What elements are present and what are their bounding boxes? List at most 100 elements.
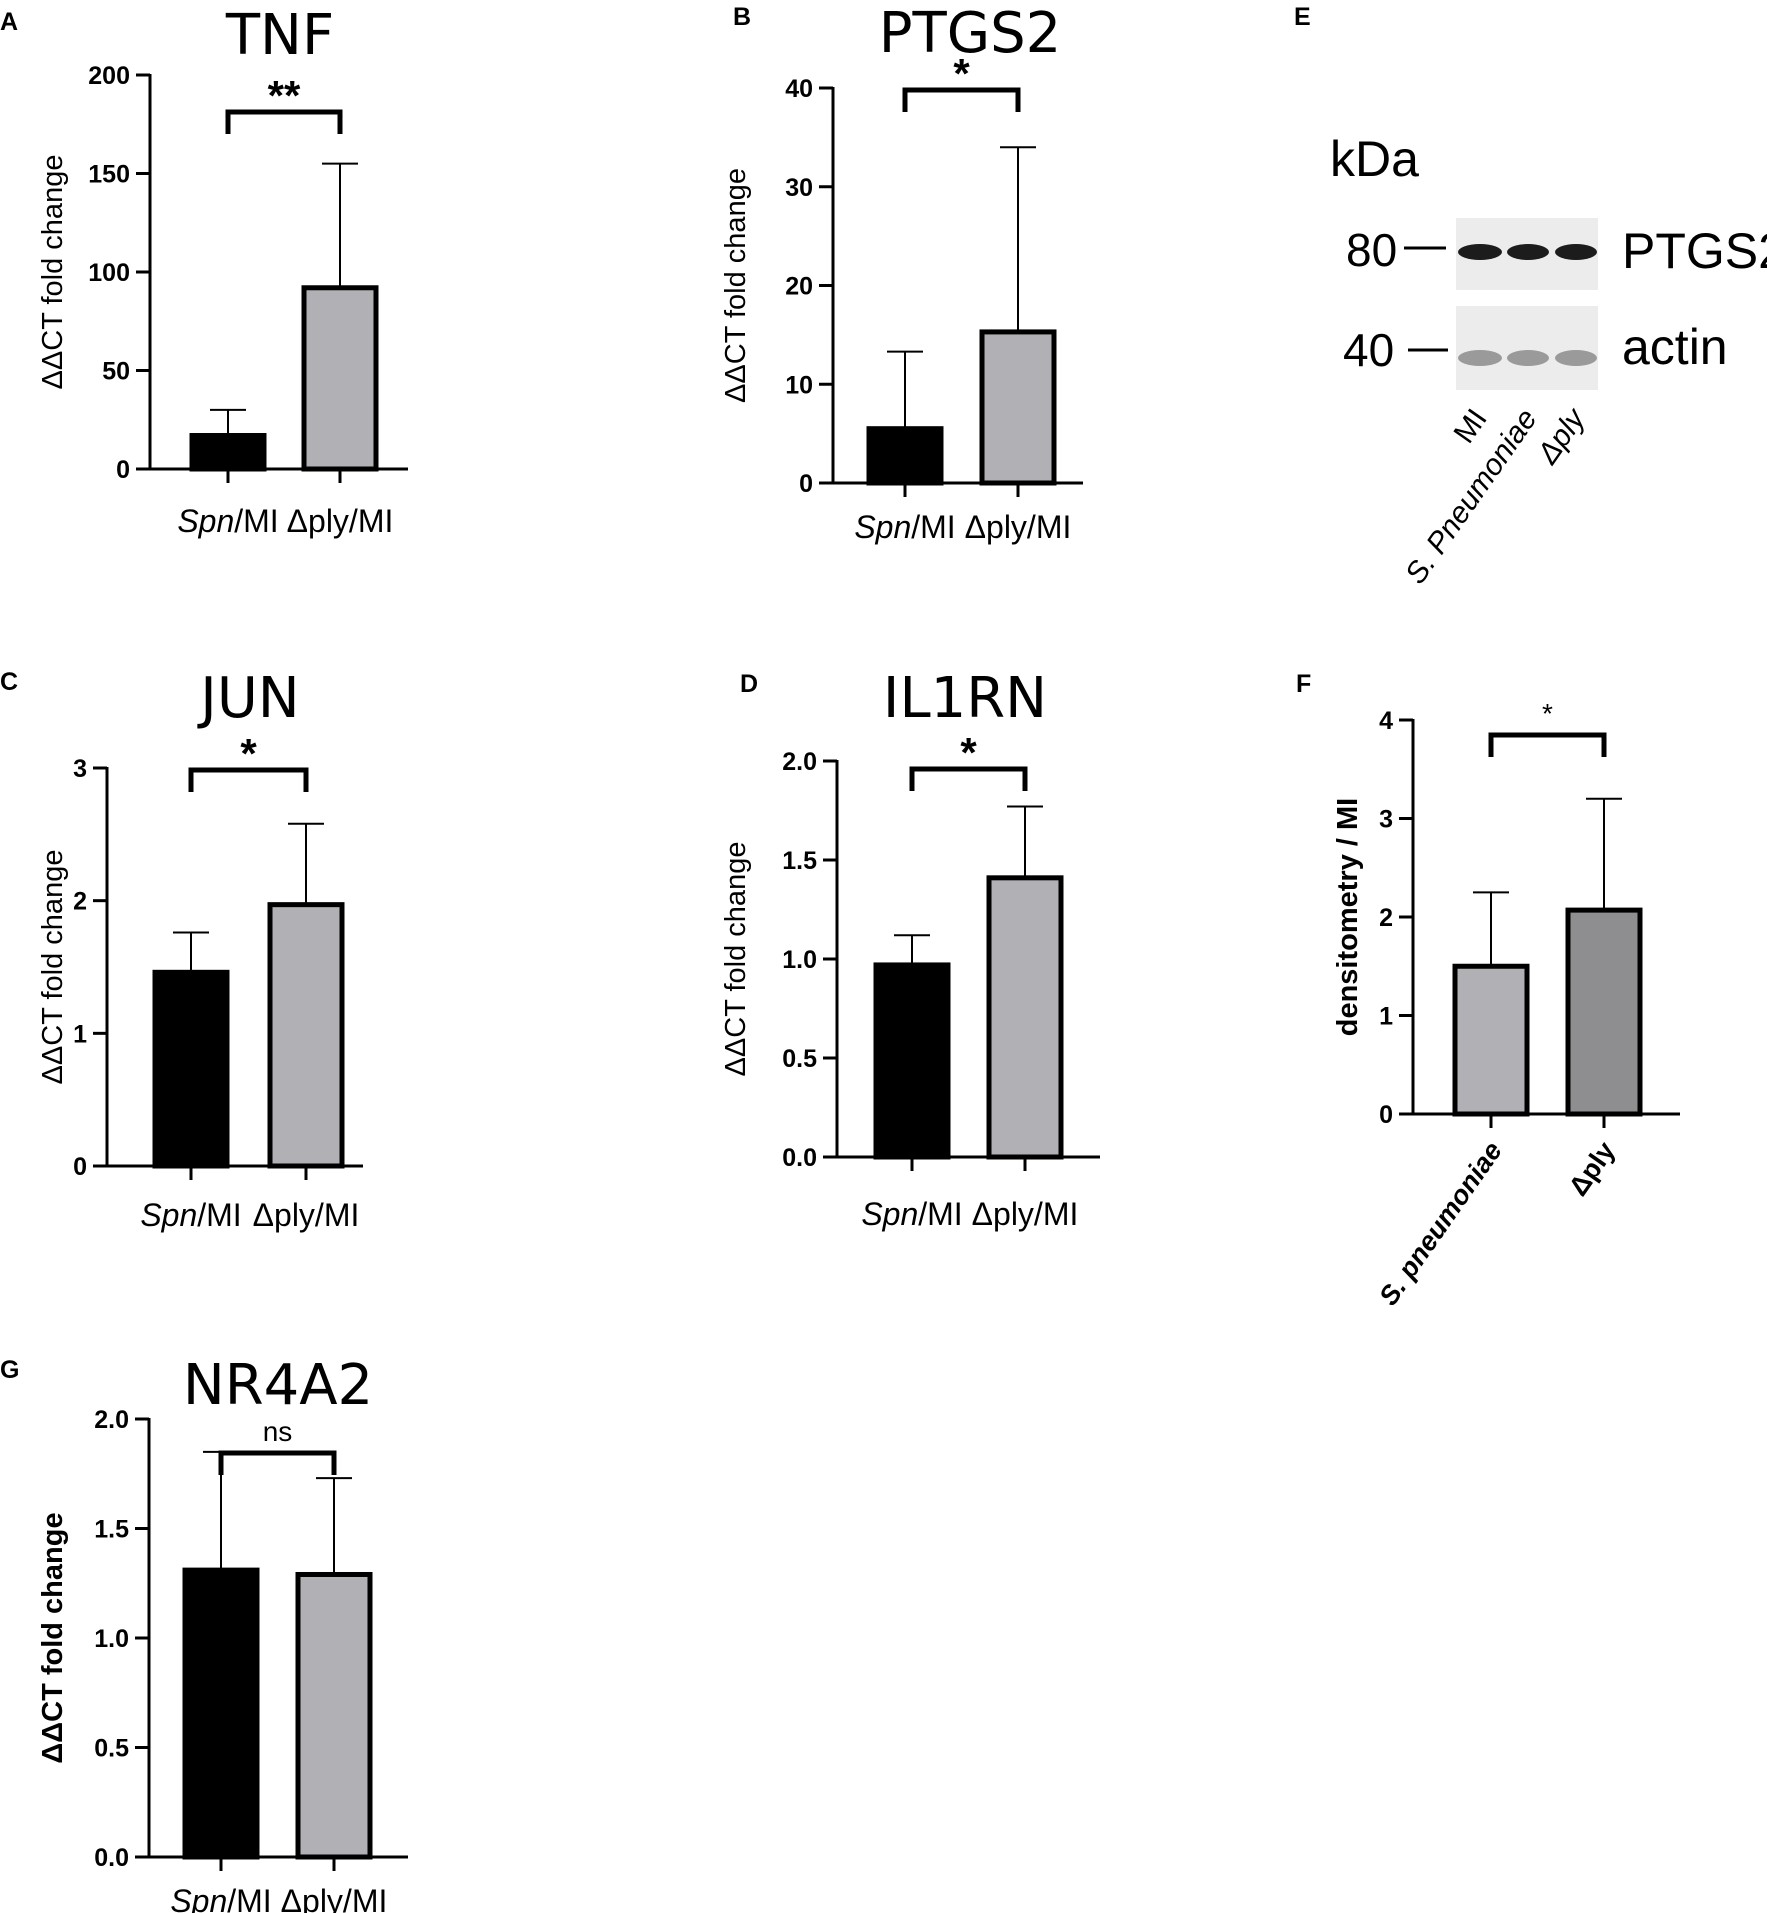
panel-c-y-tick-label: 2 [73, 888, 87, 916]
panel-f-y-tick-label: 1 [1379, 1003, 1393, 1031]
panel-b-letter: B [733, 3, 751, 31]
blot-marker-80: 80 [1346, 224, 1397, 276]
panel-d-chart: D IL1RN ΔΔCT fold change 0.0 0.5 1.0 1.5 2.0 Spn… [720, 666, 1100, 1232]
panel-g-category-label-2: Δply/MI [281, 1883, 388, 1913]
blot-kda-header: kDa [1330, 131, 1419, 187]
panel-c-chart: C JUN ΔΔCT fold change 0 1 2 3 Spn/MI Δply/MI * [0, 666, 363, 1233]
panel-g-y-tick-label: 0.5 [94, 1735, 129, 1763]
panel-c-title: JUN [197, 666, 299, 731]
panel-letter-e: E [1294, 3, 1311, 31]
panel-d-significance-label: * [960, 729, 977, 776]
panel-b-category-label-2: Δply/MI [965, 509, 1072, 545]
panel-c-y-tick-label: 1 [73, 1020, 87, 1048]
panel-a-y-axis-label: ΔΔCT fold change [37, 155, 69, 390]
panel-a-title: TNF [225, 3, 334, 68]
panel-c-category-label-1: Spn/MI [140, 1197, 241, 1233]
panel-d-y-tick-label: 1.5 [782, 847, 817, 875]
panel-c-bar-1 [152, 969, 230, 1169]
panel-d-y-tick-label: 2.0 [782, 748, 817, 776]
panel-g-y-tick-label: 1.5 [94, 1516, 129, 1544]
blot-band-ptgs2-spn [1507, 244, 1549, 260]
panel-a-significance-bracket [225, 109, 343, 134]
panel-c-significance-label: * [240, 730, 257, 777]
panel-e-western-blot: E kDa 80 40 PTGS2 actin MI S. Pneumoniae… [1294, 3, 1767, 590]
panel-b-y-tick-label: 0 [799, 470, 813, 498]
panel-c-y-tick-label: 3 [73, 755, 87, 783]
panel-f-significance-label: * [1542, 698, 1553, 729]
panel-b-category-label-1: Spn/MI [854, 509, 955, 545]
panel-a-category-label-1: Spn/MI [177, 503, 278, 539]
panel-d-category-label-1: Spn/MI [861, 1196, 962, 1232]
panel-b-y-axis-label: ΔΔCT fold change [720, 168, 752, 403]
panel-c-category-label-2: Δply/MI [253, 1197, 360, 1233]
blot-label-ptgs2: PTGS2 [1622, 223, 1767, 279]
blot-band-actin-dply [1555, 350, 1597, 366]
panel-b-significance-bracket [902, 87, 1021, 112]
panel-c-bar-2 [267, 902, 345, 1169]
panel-c-y-tick-label: 0 [73, 1153, 87, 1181]
panel-a-y-tick-label: 100 [88, 259, 130, 287]
panel-b-y-tick-label: 30 [785, 174, 813, 202]
panel-f-y-tick-label: 0 [1379, 1101, 1393, 1129]
panel-g-y-tick-label: 0.0 [94, 1844, 129, 1872]
panel-g-significance-label: ns [263, 1416, 293, 1447]
blot-band-ptgs2-mi [1458, 244, 1502, 260]
panel-f-bar-1 [1452, 963, 1530, 1117]
panel-a-category-label-2: Δply/MI [287, 503, 394, 539]
panel-a-significance-label: ** [268, 72, 301, 119]
blot-band-ptgs2-dply [1555, 244, 1597, 260]
panel-g-bar-1 [182, 1567, 260, 1860]
panel-d-letter: D [740, 670, 758, 698]
panel-a-y-tick-label: 150 [88, 161, 130, 189]
panel-d-y-axis-label: ΔΔCT fold change [720, 842, 752, 1077]
panel-b-bar-1 [866, 426, 944, 486]
panel-a-chart: A TNF ΔΔCT fold change 0 50 100 150 200 Spn/MI Δp… [0, 3, 408, 539]
panel-d-category-label-2: Δply/MI [972, 1196, 1079, 1232]
panel-b-title: PTGS2 [879, 1, 1062, 66]
panel-g-category-label-1: Spn/MI [170, 1883, 271, 1913]
panel-f-bar-2 [1565, 907, 1643, 1117]
panel-a-bar-1 [189, 433, 267, 472]
panel-f-letter: F [1296, 670, 1311, 698]
panel-g-chart: G NR4A2 ΔΔCT fold change 0.0 0.5 1.0 1.5 2.0 Spn… [0, 1353, 408, 1913]
panel-g-y-tick-label: 1.0 [94, 1625, 129, 1653]
panel-c-letter: C [0, 668, 18, 696]
panel-d-y-tick-label: 0.5 [782, 1045, 817, 1073]
panel-d-title: IL1RN [883, 666, 1047, 731]
panel-g-y-tick-label: 2.0 [94, 1406, 129, 1434]
panel-c-significance-bracket [188, 767, 309, 792]
blot-marker-40: 40 [1343, 324, 1394, 376]
panel-f-y-tick-label: 2 [1379, 904, 1393, 932]
panel-d-y-tick-label: 0.0 [782, 1144, 817, 1172]
blot-lane-mi: MI [1448, 403, 1494, 449]
panel-c-y-axis-label: ΔΔCT fold change [37, 850, 69, 1085]
panel-d-significance-bracket [909, 766, 1028, 791]
blot-strip-actin [1456, 306, 1598, 390]
panel-a-letter: A [0, 8, 18, 36]
panel-f-category-label-2: Δply [1563, 1136, 1621, 1201]
panel-a-y-tick-label: 50 [102, 358, 130, 386]
panel-d-bar-2 [986, 875, 1064, 1160]
blot-band-actin-spn [1507, 350, 1549, 366]
blot-lane-dply: Δply [1531, 401, 1593, 470]
panel-g-title: NR4A2 [183, 1353, 373, 1418]
panel-g-bar-2 [295, 1571, 373, 1860]
blot-band-actin-mi [1458, 350, 1502, 366]
panel-d-y-tick-label: 1.0 [782, 946, 817, 974]
panel-b-y-tick-label: 40 [785, 75, 813, 103]
panel-f-y-tick-label: 3 [1379, 806, 1393, 834]
panel-a-bar-2 [301, 285, 379, 472]
panel-g-significance-bracket [218, 1450, 337, 1475]
panel-g-letter: G [0, 1356, 19, 1384]
panel-f-y-tick-label: 4 [1379, 707, 1393, 735]
panel-a-y-tick-label: 200 [88, 62, 130, 90]
panel-b-significance-label: * [953, 50, 970, 97]
panel-b-y-tick-label: 20 [785, 273, 813, 301]
panel-g-y-axis-label: ΔΔCT fold change [37, 1512, 69, 1763]
panel-d-bar-1 [873, 962, 951, 1160]
panel-f-category-label-1: S. pneumoniae [1373, 1136, 1508, 1311]
panel-b-bar-2 [979, 329, 1057, 486]
panel-f-significance-bracket [1488, 732, 1607, 757]
